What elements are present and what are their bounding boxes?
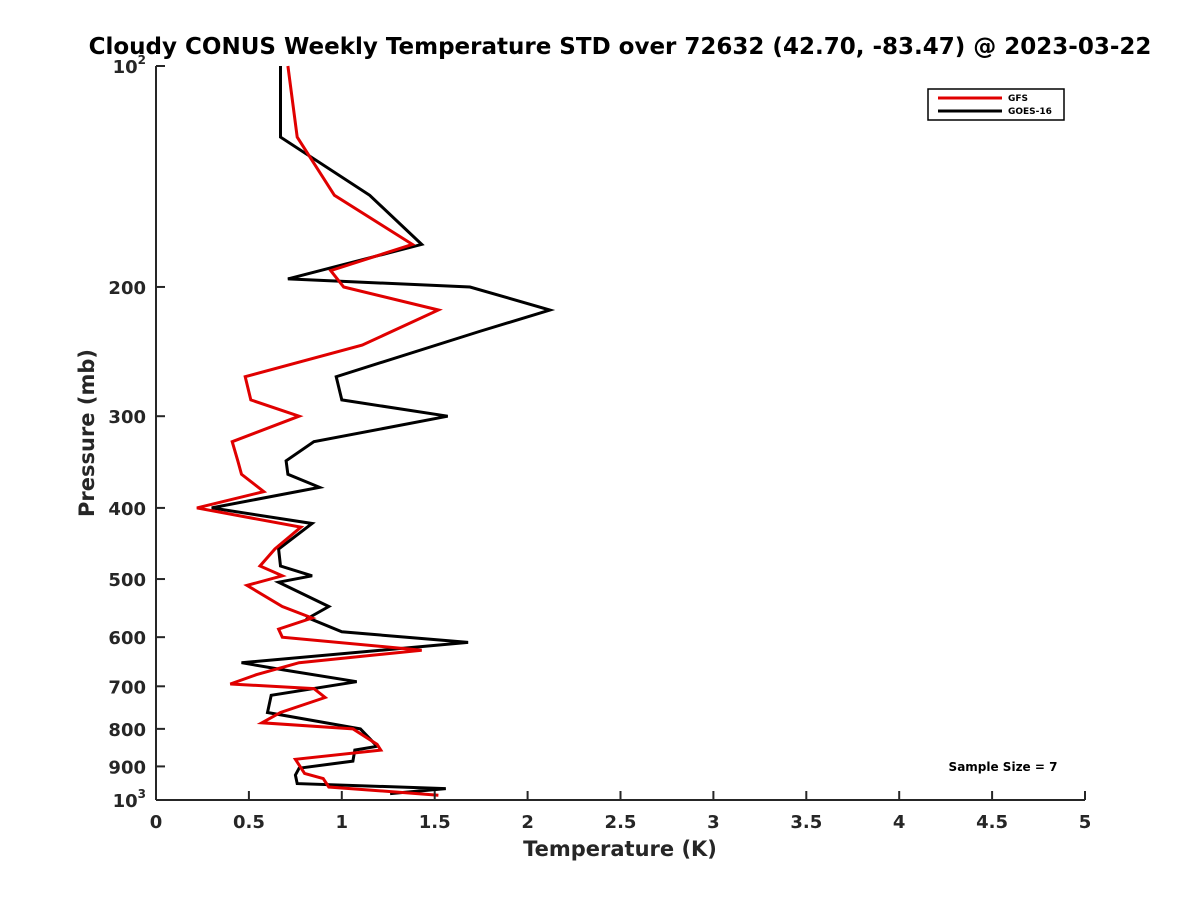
y-tick-label: 900 xyxy=(108,757,146,778)
y-tick-label: 800 xyxy=(108,720,146,741)
x-tick-label: 4.5 xyxy=(976,812,1008,833)
x-tick-label: 3 xyxy=(707,812,720,833)
series-line-goes-16 xyxy=(211,66,556,796)
y-tick-label: 103 xyxy=(113,787,146,812)
series-line-gfs xyxy=(196,65,443,797)
y-tick-label: 300 xyxy=(108,407,146,428)
chart-title: Cloudy CONUS Weekly Temperature STD over… xyxy=(89,34,1152,60)
y-tick-label: 500 xyxy=(108,570,146,591)
x-tick-label: 0.5 xyxy=(233,812,265,833)
legend: GFS GOES-16 xyxy=(927,88,1065,121)
x-tick-label: 2 xyxy=(521,812,534,833)
sample-size-annotation: Sample Size = 7 xyxy=(949,760,1058,774)
plot-marks xyxy=(196,65,556,797)
x-tick-label: 3.5 xyxy=(790,812,822,833)
x-tick-label: 5 xyxy=(1079,812,1092,833)
y-tick-label: 400 xyxy=(108,499,146,520)
x-tick-label: 4 xyxy=(893,812,906,833)
x-axis-label: Temperature (K) xyxy=(523,837,717,861)
y-tick-exponent: 2 xyxy=(138,53,146,67)
x-tick-label: 1.5 xyxy=(419,812,451,833)
y-tick-label: 700 xyxy=(108,677,146,698)
y-axis-label: Pressure (mb) xyxy=(75,349,99,517)
legend-label: GFS xyxy=(1008,94,1028,104)
axes: 0 0.5 1 1.5 2 2.5 3 3.5 4 4.5 51022003004005006007… xyxy=(108,53,1091,833)
x-tick-label: 0 xyxy=(150,812,163,833)
legend-label: GOES-16 xyxy=(1008,107,1052,117)
y-tick-label: 600 xyxy=(108,628,146,649)
x-tick-label: 2.5 xyxy=(605,812,637,833)
y-tick-label: 200 xyxy=(108,278,146,299)
y-tick-exponent: 3 xyxy=(138,787,146,801)
x-tick-label: 1 xyxy=(336,812,349,833)
legend-box xyxy=(927,88,1065,121)
